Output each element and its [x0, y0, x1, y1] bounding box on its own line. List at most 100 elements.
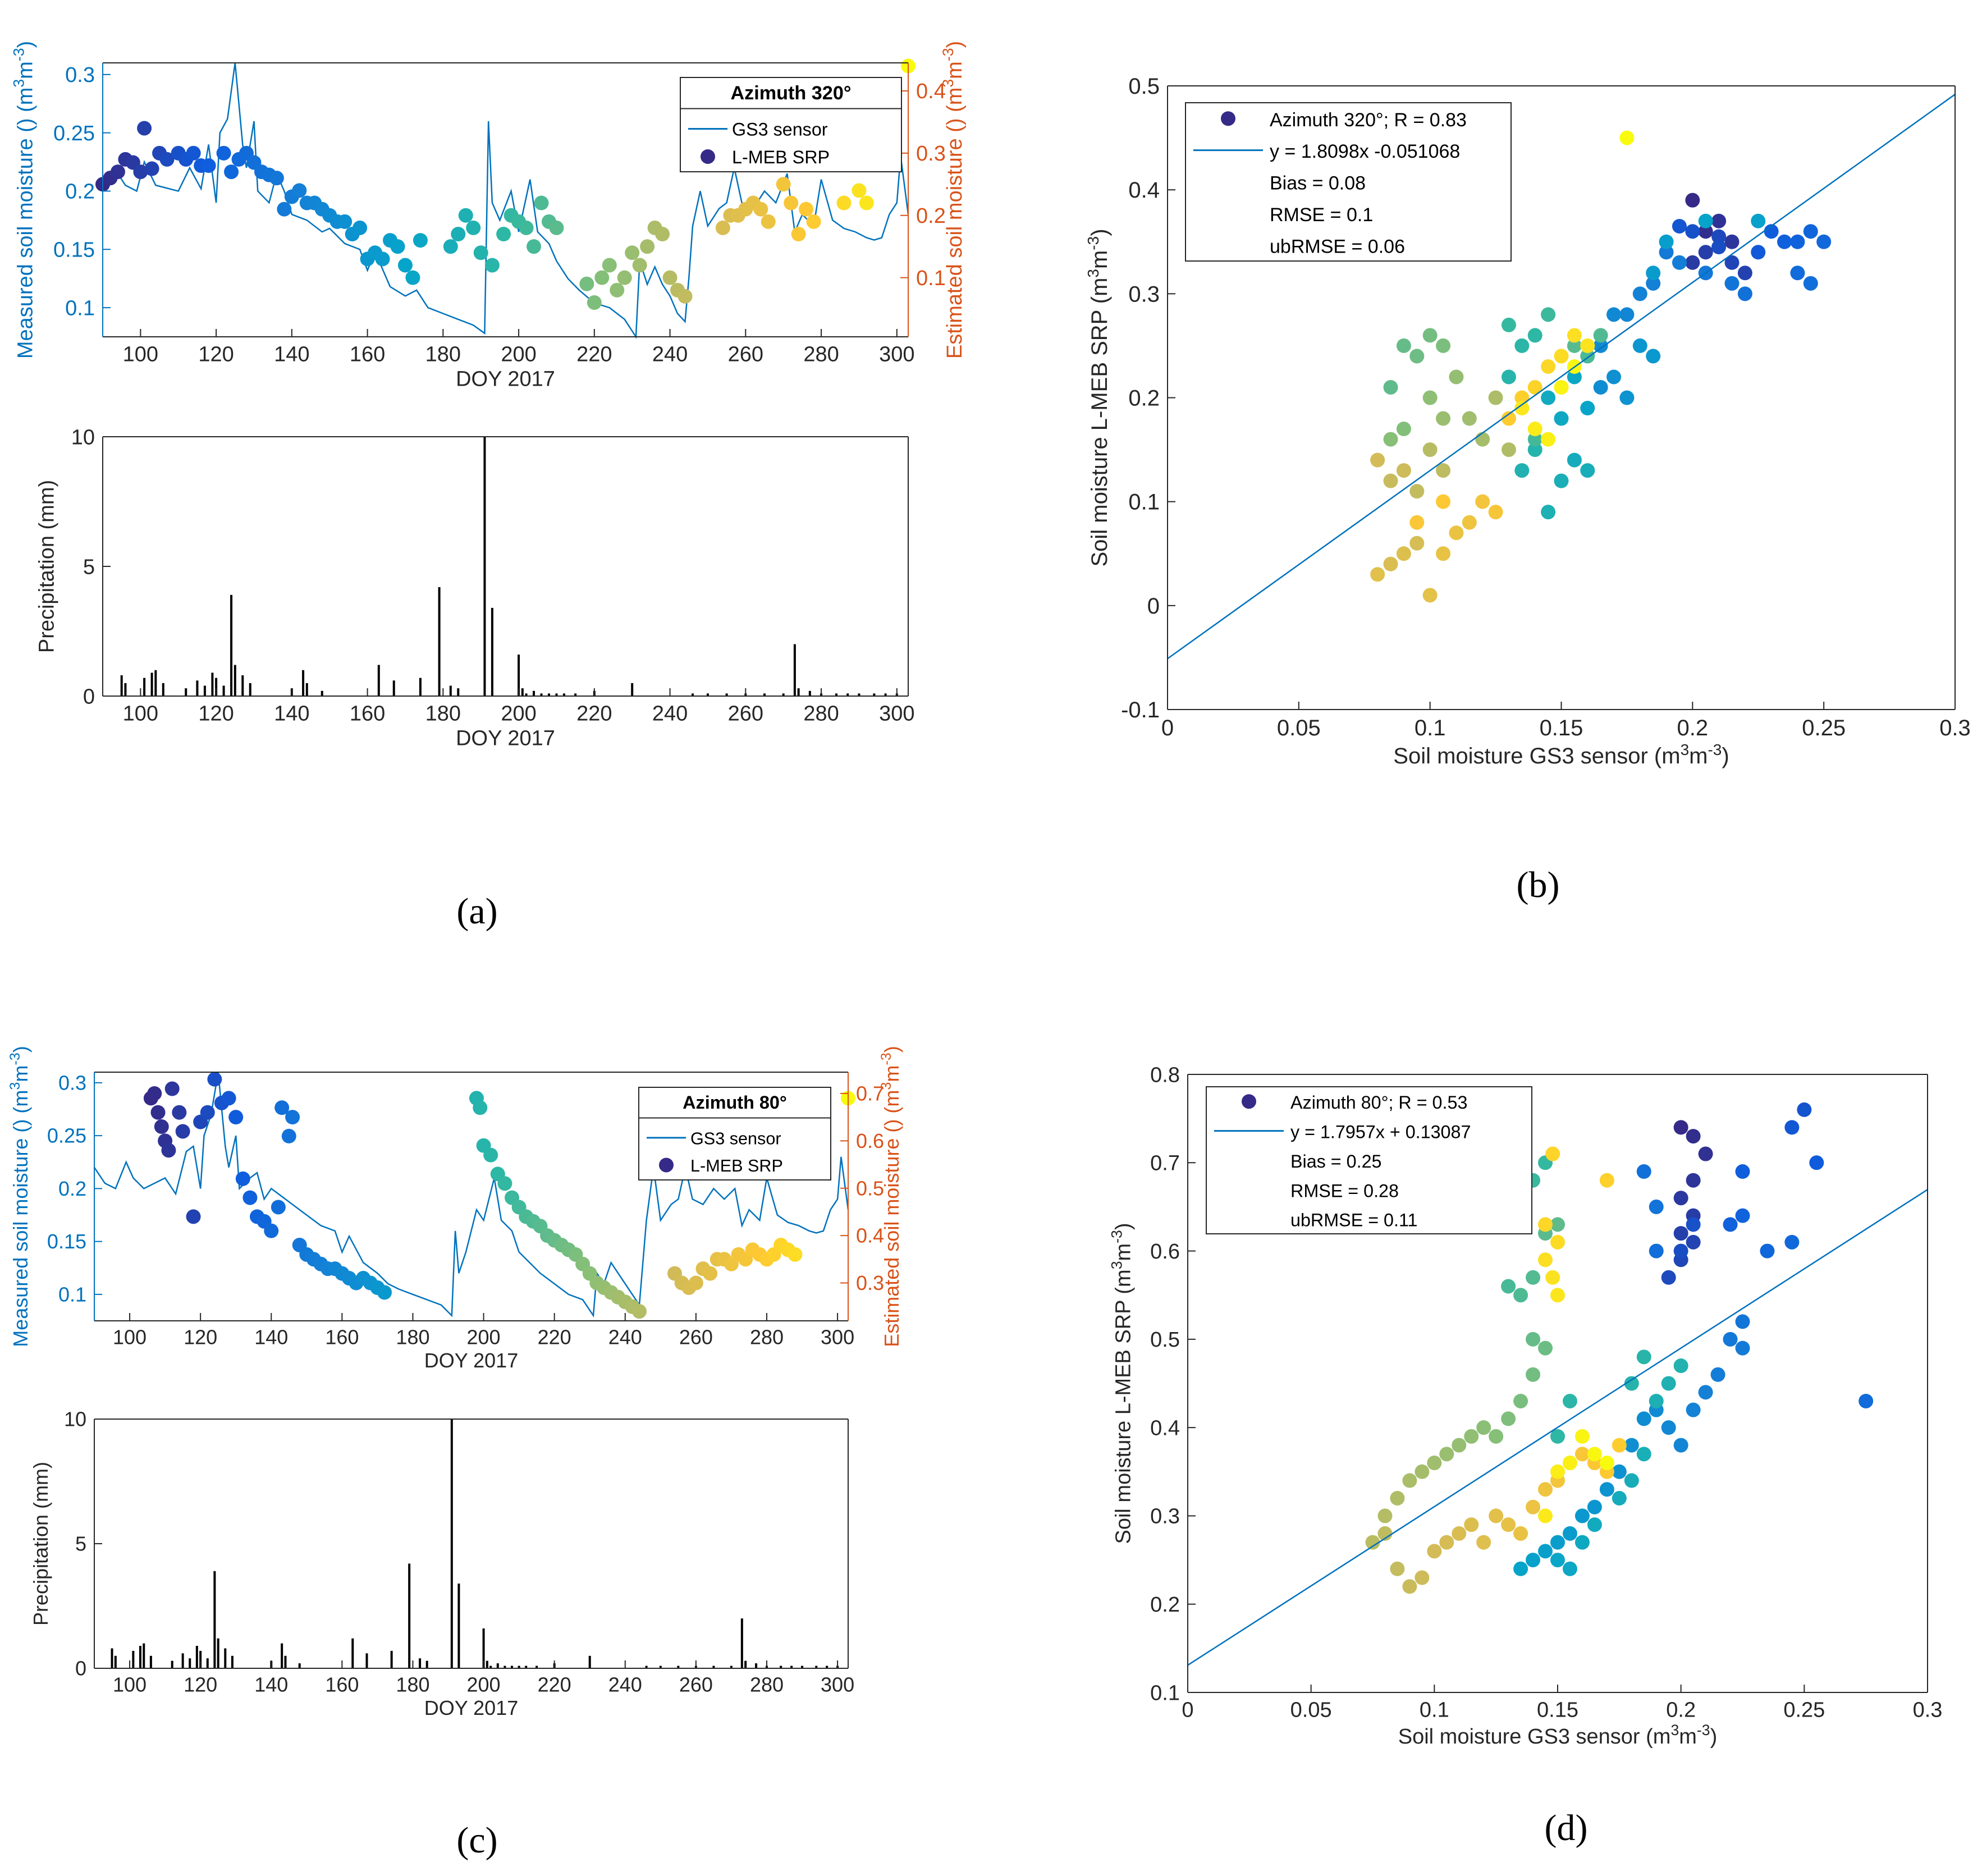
l-meb-point — [784, 195, 799, 211]
x-tick-label: 200 — [501, 702, 536, 726]
scatter-point — [1513, 1526, 1528, 1541]
legend-box — [680, 77, 902, 172]
precip-bar — [231, 1655, 234, 1668]
x-tick-label: 140 — [254, 1673, 288, 1696]
l-meb-point — [776, 177, 791, 192]
scatter-point — [1816, 234, 1832, 249]
l-meb-point — [497, 1176, 512, 1191]
precip-bar — [419, 678, 422, 696]
x-tick-label: 200 — [501, 343, 536, 367]
scatter-point — [1636, 1447, 1651, 1462]
x-axis-label: DOY 2017 — [456, 367, 555, 391]
scatter-point — [1422, 328, 1438, 343]
y-tick-label-left: 0.1 — [58, 1283, 86, 1306]
precip-bar — [203, 685, 206, 696]
scatter-point — [1636, 1164, 1651, 1179]
precip-bar — [114, 1655, 117, 1668]
scatter-point — [1711, 240, 1727, 255]
scatter-point — [1649, 1199, 1664, 1214]
x-tick-label: 140 — [254, 1325, 288, 1348]
l-meb-point — [587, 295, 602, 310]
precip-bar — [425, 1660, 428, 1668]
y-tick-label-right: 0.7 — [856, 1082, 884, 1105]
precip-bar — [450, 1419, 453, 1668]
y-tick-label-left: 0 — [75, 1657, 86, 1680]
scatter-point — [1527, 379, 1542, 395]
scatter-point — [1587, 1517, 1602, 1532]
y-tick-label-left: 0.2 — [1128, 386, 1160, 411]
l-meb-point — [161, 1143, 176, 1158]
l-meb-point — [610, 282, 625, 298]
l-meb-point — [662, 270, 678, 285]
y-tick-label-left: 0.4 — [1150, 1416, 1180, 1440]
y-tick-label-right: 0.3 — [916, 142, 946, 166]
l-meb-point — [207, 1072, 222, 1087]
legend-entry: Azimuth 320°; R = 0.83 — [1270, 109, 1467, 131]
scatter-point — [1402, 1473, 1417, 1488]
fit-line — [1187, 1189, 1928, 1666]
scatter-point — [1377, 1526, 1393, 1541]
caption-b: (b) — [1517, 864, 1560, 905]
y-tick-label-left: 0.1 — [65, 296, 95, 320]
precip-bar — [521, 688, 524, 696]
scatter-point — [1686, 1129, 1701, 1144]
precip-bar — [365, 1653, 368, 1668]
l-meb-point — [715, 220, 730, 235]
scatter-point — [1538, 1508, 1553, 1523]
panel-c-top: 100 120 140 160 180 200 220 240 260 280 300 0.1 0.15… — [7, 1046, 903, 1372]
y-axis-label-right: Estimated soil moisture () (m3m-3) — [940, 41, 967, 359]
l-meb-point — [631, 1304, 647, 1319]
precip-bar — [230, 594, 233, 696]
legend: Azimuth 80°; R = 0.53 y = 1.7957x + 0.130… — [1206, 1086, 1532, 1234]
x-axis-label: DOY 2017 — [424, 1696, 518, 1719]
panel-c-bottom-marks — [111, 1419, 839, 1668]
l-meb-point — [640, 239, 655, 254]
caption-d: (d) — [1545, 1808, 1588, 1848]
precip-bar — [691, 693, 694, 696]
scatter-point — [1541, 505, 1556, 520]
precip-bar — [706, 693, 709, 696]
precip-bar — [154, 670, 157, 696]
scatter-point — [1436, 338, 1451, 353]
l-meb-point — [625, 245, 640, 260]
scatter-point — [1646, 349, 1661, 364]
y-tick-label-left: -0.1 — [1121, 698, 1160, 722]
l-meb-point — [285, 1110, 300, 1125]
precip-bar — [503, 1665, 506, 1668]
panel-c-bottom: 100 120 140 160 180 200 220 240 260 280 300 0 5 10 DOY… — [29, 1408, 854, 1719]
scatter-point — [1409, 515, 1425, 530]
scatter-point — [1449, 369, 1464, 385]
scatter-point — [1436, 494, 1451, 509]
precip-bar — [533, 690, 535, 696]
scatter-point — [1646, 276, 1661, 291]
scatter-point — [1449, 525, 1464, 541]
scatter-point — [1501, 1279, 1516, 1294]
panel-a-top: 100 120 140 160 180 200 220 240 260 280 300 0.1 0.15… — [11, 41, 967, 391]
y-tick-label-right: 0.5 — [856, 1177, 884, 1200]
scatter-point — [1545, 1270, 1560, 1285]
l-meb-point — [617, 270, 632, 285]
x-tick-label: 240 — [608, 1325, 642, 1348]
scatter-point — [1501, 317, 1516, 332]
y-tick-label-left: 0.8 — [1150, 1063, 1180, 1087]
scatter-point — [1550, 1217, 1565, 1232]
scatter-point — [1784, 1120, 1800, 1135]
x-tick-label: 240 — [652, 343, 688, 367]
scatter-point — [1737, 286, 1752, 301]
precip-bar — [511, 1665, 514, 1668]
scatter-point — [1599, 1482, 1614, 1497]
precip-bar — [143, 678, 146, 696]
precip-bar — [884, 693, 887, 696]
scatter-point — [1685, 193, 1700, 208]
y-axis-label: Precipitation (mm) — [35, 480, 59, 653]
scatter-point — [1526, 1553, 1541, 1568]
scatter-point — [1514, 463, 1530, 478]
y-tick-label-left: 0 — [83, 685, 95, 708]
x-tick-label: 0.3 — [1939, 716, 1971, 740]
x-tick-label: 180 — [425, 702, 461, 726]
scatter-point — [1436, 546, 1451, 561]
l-meb-point — [473, 245, 488, 260]
scatter-point — [1624, 1438, 1639, 1453]
l-meb-point — [221, 1091, 236, 1106]
